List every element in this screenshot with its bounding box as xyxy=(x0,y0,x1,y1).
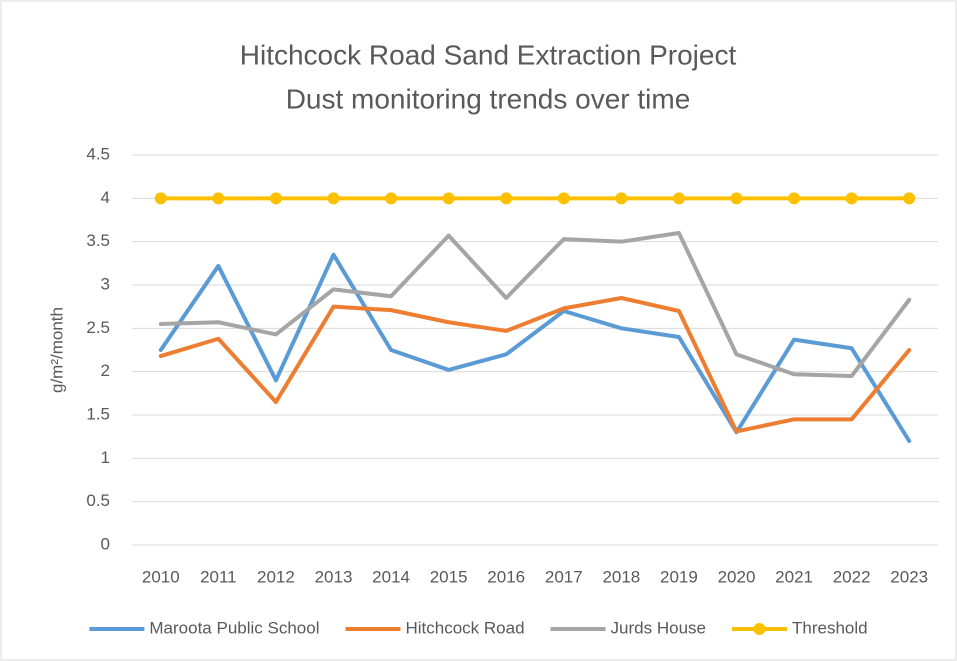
chart-title: Hitchcock Road Sand Extraction Project xyxy=(240,39,737,70)
series-marker xyxy=(154,192,167,205)
x-tick-label: 2021 xyxy=(775,567,813,586)
series-marker xyxy=(557,192,570,205)
series-marker xyxy=(385,192,398,205)
series-line xyxy=(158,231,912,378)
legend-label: Maroota Public School xyxy=(149,618,319,637)
legend-label: Threshold xyxy=(792,618,868,637)
x-tick-label: 2011 xyxy=(200,567,237,586)
x-tick-label: 2010 xyxy=(142,567,180,586)
chart-subtitle: Dust monitoring trends over time xyxy=(286,83,691,114)
legend-item: Threshold xyxy=(731,618,868,637)
y-tick-label: 4.5 xyxy=(86,144,110,163)
legend-label: Jurds House xyxy=(611,618,706,637)
y-tick-label: 2 xyxy=(101,361,110,380)
series-marker xyxy=(615,192,628,205)
series-marker xyxy=(442,192,455,205)
x-tick-label: 2019 xyxy=(660,567,698,586)
series-marker xyxy=(845,192,858,205)
legend-item: Hitchcock Road xyxy=(345,618,525,637)
legend-item: Maroota Public School xyxy=(89,618,319,637)
series-line xyxy=(158,252,912,443)
y-axis-label: g/m²/month xyxy=(47,307,66,393)
x-tick-label: 2013 xyxy=(315,567,353,586)
series-marker xyxy=(903,192,916,205)
series-marker xyxy=(788,192,801,205)
series-marker xyxy=(500,192,513,205)
x-tick-label: 2020 xyxy=(718,567,756,586)
legend-label: Hitchcock Road xyxy=(405,618,524,637)
series-marker xyxy=(672,192,685,205)
y-tick-label: 3.5 xyxy=(86,231,110,250)
series-line xyxy=(158,296,912,434)
y-tick-label: 1 xyxy=(101,448,110,467)
series-marker xyxy=(212,192,225,205)
y-tick-label: 0 xyxy=(101,534,110,553)
y-tick-label: 2.5 xyxy=(86,318,110,337)
legend-item: Jurds House xyxy=(550,618,706,637)
y-tick-label: 0.5 xyxy=(86,491,110,510)
legend-marker xyxy=(753,623,766,635)
x-tick-label: 2017 xyxy=(545,567,583,586)
series-marker xyxy=(730,192,743,205)
x-tick-label: 2022 xyxy=(833,567,871,586)
y-tick-label: 4 xyxy=(101,188,110,207)
x-tick-label: 2018 xyxy=(602,567,640,586)
series-marker xyxy=(269,192,282,205)
x-tick-label: 2014 xyxy=(372,567,410,586)
y-tick-label: 3 xyxy=(101,274,110,293)
y-tick-label: 1.5 xyxy=(86,404,110,423)
series-marker xyxy=(327,192,340,205)
x-tick-label: 2015 xyxy=(430,567,468,586)
x-tick-label: 2016 xyxy=(487,567,525,586)
x-tick-label: 2012 xyxy=(257,567,295,586)
x-tick-label: 2023 xyxy=(890,567,928,586)
